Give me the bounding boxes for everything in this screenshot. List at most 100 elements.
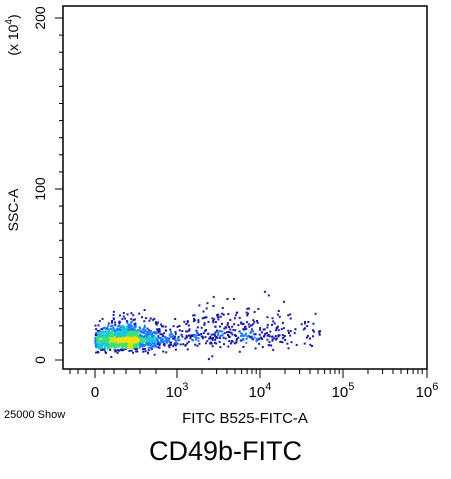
- event-dot: [104, 345, 106, 348]
- event-dot: [152, 318, 155, 321]
- event-dot: [137, 330, 139, 333]
- event-dot: [276, 325, 279, 328]
- event-dot: [187, 334, 190, 337]
- event-dot: [197, 337, 200, 340]
- event-dot: [101, 317, 104, 320]
- event-dot: [111, 321, 114, 324]
- event-dot: [173, 343, 176, 346]
- event-dot: [116, 351, 119, 354]
- event-dot: [117, 330, 120, 333]
- event-dot: [284, 339, 287, 341]
- event-dot: [226, 322, 229, 325]
- event-dot: [152, 344, 155, 347]
- event-dot: [239, 339, 242, 342]
- event-dot: [174, 344, 177, 347]
- event-dot: [177, 335, 180, 338]
- event-dot: [187, 340, 190, 343]
- event-dot: [223, 343, 225, 346]
- event-dot: [188, 328, 191, 331]
- event-dot: [120, 333, 123, 336]
- event-dot: [318, 332, 321, 335]
- event-dot: [177, 339, 180, 342]
- event-dot: [225, 331, 228, 334]
- event-dot: [210, 342, 213, 345]
- event-dot: [227, 326, 230, 329]
- event-dot: [179, 343, 182, 346]
- event-dot: [125, 329, 128, 331]
- event-dot: [149, 330, 152, 332]
- event-dot: [289, 330, 292, 333]
- event-dot: [95, 346, 98, 348]
- event-dot: [130, 349, 133, 352]
- event-dot: [246, 314, 249, 317]
- event-dot: [109, 327, 112, 330]
- event-dot: [127, 326, 130, 329]
- event-dot: [248, 307, 250, 310]
- event-dot: [151, 340, 154, 343]
- event-dot: [309, 337, 311, 340]
- event-dot: [136, 344, 139, 347]
- event-dot: [155, 345, 158, 348]
- event-dot: [161, 333, 164, 336]
- event-dot: [136, 346, 138, 349]
- event-dot: [234, 329, 237, 332]
- event-dot: [118, 324, 121, 327]
- event-dot: [114, 344, 117, 347]
- event-dot: [94, 340, 97, 343]
- event-dot: [240, 335, 243, 337]
- figure-caption: CD49b-FITC: [148, 436, 303, 466]
- event-dot: [207, 358, 210, 361]
- event-dot: [142, 335, 145, 338]
- event-dot: [302, 328, 305, 331]
- event-dot: [219, 335, 222, 338]
- event-dot: [135, 331, 138, 334]
- event-dot: [177, 337, 179, 340]
- event-dot: [271, 323, 273, 326]
- event-dot: [146, 337, 149, 340]
- event-dot: [116, 340, 119, 343]
- event-dot: [253, 336, 256, 339]
- event-dot: [106, 337, 109, 340]
- event-dot: [123, 331, 125, 334]
- event-dot: [101, 347, 104, 350]
- event-dot: [161, 339, 164, 342]
- event-dot: [210, 333, 213, 336]
- event-dot: [155, 337, 158, 339]
- event-dot: [281, 322, 284, 324]
- event-dot: [126, 330, 129, 332]
- event-dot: [266, 323, 269, 326]
- event-dot: [102, 342, 105, 345]
- event-dot: [245, 341, 248, 344]
- event-dot: [127, 328, 130, 331]
- event-dot: [306, 334, 309, 337]
- event-dot: [143, 339, 146, 342]
- event-dot: [201, 337, 204, 340]
- event-dot: [111, 324, 114, 327]
- event-dot: [235, 311, 238, 314]
- event-dot: [130, 334, 133, 337]
- event-dot: [119, 332, 122, 335]
- event-dot: [245, 332, 247, 335]
- event-dot: [209, 341, 212, 344]
- y-multiplier: (x 104): [4, 14, 21, 55]
- event-dot: [218, 341, 221, 343]
- event-dot: [212, 305, 215, 307]
- event-dot: [104, 350, 107, 353]
- event-dot: [300, 323, 303, 326]
- event-dot: [106, 343, 109, 346]
- event-dot: [104, 337, 107, 340]
- event-dot: [219, 337, 221, 340]
- event-dot: [227, 313, 230, 315]
- event-dot: [103, 336, 105, 339]
- event-dot: [258, 342, 261, 345]
- event-dot: [138, 312, 141, 315]
- event-dot: [112, 332, 115, 335]
- event-dot: [211, 338, 214, 341]
- event-dot: [158, 344, 161, 346]
- event-dot: [134, 334, 137, 337]
- event-dot: [186, 342, 189, 345]
- event-dot: [111, 335, 114, 338]
- event-dot: [276, 313, 279, 316]
- event-dot: [97, 324, 100, 327]
- event-dot: [286, 342, 289, 345]
